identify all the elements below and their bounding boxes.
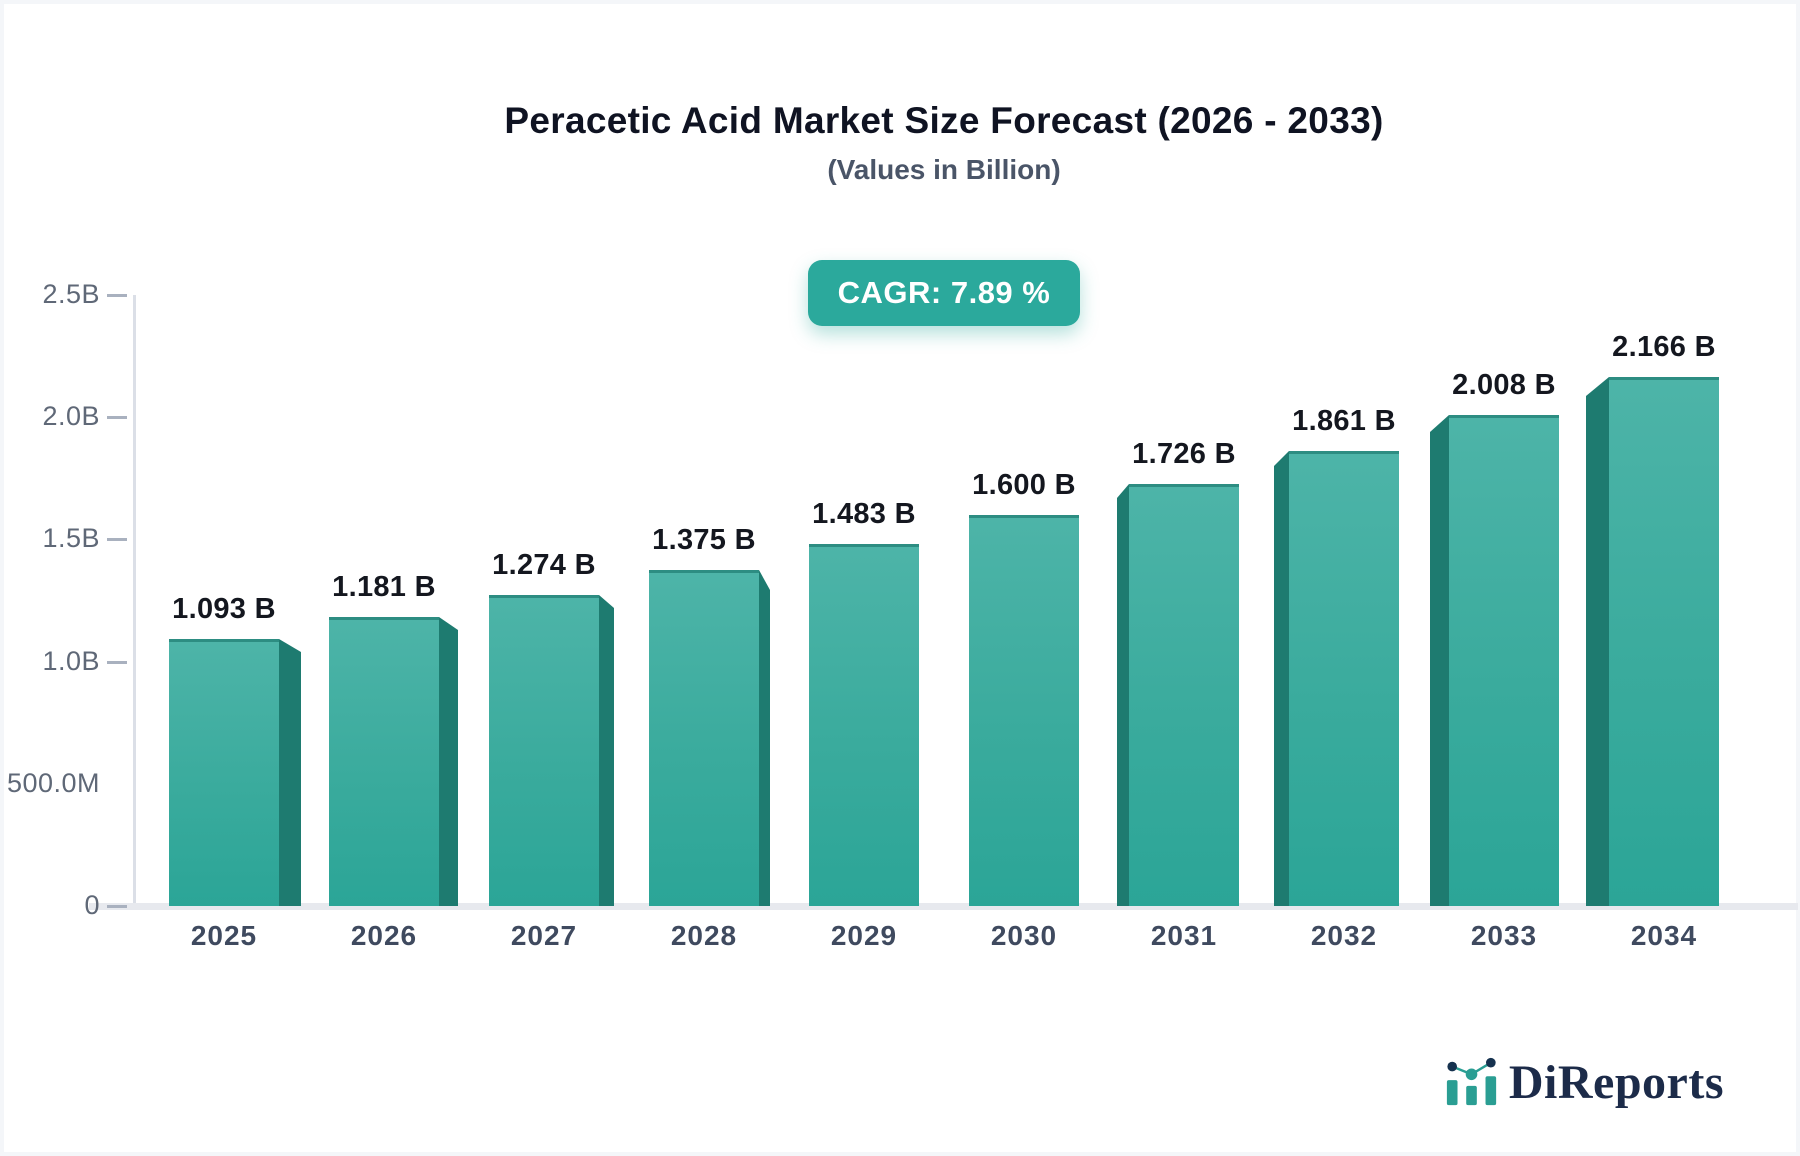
x-axis-label: 2033 bbox=[1470, 920, 1538, 951]
y-axis-tick-label: 0 bbox=[84, 890, 100, 920]
chart-card: Peracetic Acid Market Size Forecast (202… bbox=[4, 4, 1798, 1152]
y-axis-line bbox=[133, 295, 136, 906]
bar-value-label: 1.093 B bbox=[172, 593, 276, 625]
bar-2030 bbox=[969, 515, 1079, 906]
chart-title: Peracetic Acid Market Size Forecast (202… bbox=[504, 100, 1384, 141]
y-axis-tick-mark bbox=[107, 294, 127, 297]
y-axis-tick-label: 2.5B bbox=[42, 279, 100, 309]
cagr-badge: CAGR: 7.89 % bbox=[807, 260, 1081, 326]
bar-2029 bbox=[809, 544, 919, 906]
x-axis-label: 2030 bbox=[990, 920, 1058, 951]
bar-side-2031 bbox=[1117, 484, 1129, 906]
x-axis-label: 2026 bbox=[350, 920, 418, 951]
bar-2028 bbox=[649, 570, 759, 906]
bar-value-label: 1.181 B bbox=[332, 571, 436, 603]
bar-side-2028 bbox=[759, 570, 770, 906]
bar-side-2034 bbox=[1586, 377, 1609, 906]
x-axis-label: 2034 bbox=[1630, 920, 1698, 951]
direports-logo-icon bbox=[1446, 1057, 1496, 1106]
x-axis-label: 2032 bbox=[1310, 920, 1378, 951]
direports-logo: DiReports bbox=[1443, 1054, 1724, 1110]
bar-2025 bbox=[169, 639, 279, 906]
y-axis-tick-label: 1.0B bbox=[42, 645, 100, 676]
bar-value-label: 1.375 B bbox=[652, 524, 756, 556]
bar-value-label: 2.166 B bbox=[1612, 331, 1716, 363]
bar-2027 bbox=[489, 595, 599, 906]
y-axis-tick-label: 500.0M bbox=[6, 767, 100, 798]
bar-2033 bbox=[1449, 415, 1559, 906]
bar-side-2033 bbox=[1430, 415, 1449, 906]
x-axis-label: 2031 bbox=[1150, 920, 1218, 951]
cagr-badge-row: CAGR: 7.89 % bbox=[144, 260, 1744, 326]
y-axis-tick-label: 2.0B bbox=[42, 401, 100, 432]
x-axis-label: 2025 bbox=[190, 920, 258, 951]
x-axis-label: 2027 bbox=[510, 920, 578, 951]
bar-side-2025 bbox=[279, 639, 301, 906]
bar-value-label: 1.861 B bbox=[1292, 405, 1396, 437]
bar-value-label: 1.600 B bbox=[972, 469, 1076, 501]
y-axis-tick-mark bbox=[107, 538, 127, 542]
bar-2032 bbox=[1289, 451, 1399, 906]
bar-2026 bbox=[329, 617, 439, 906]
bar-value-label: 1.274 B bbox=[492, 549, 596, 581]
bar-value-label: 1.726 B bbox=[1132, 438, 1236, 470]
bar-value-label: 2.008 B bbox=[1452, 369, 1556, 401]
bar-side-2027 bbox=[599, 595, 614, 906]
bar-side-2032 bbox=[1274, 451, 1289, 906]
x-axis-baseline bbox=[89, 903, 1798, 910]
y-axis-tick-mark bbox=[107, 905, 127, 908]
direports-logo-text: DiReports bbox=[1508, 1055, 1724, 1109]
y-axis-tick-mark bbox=[107, 416, 127, 420]
x-axis-label: 2028 bbox=[670, 920, 738, 951]
bar-side-2026 bbox=[439, 617, 458, 906]
y-axis-tick-label: 1.5B bbox=[42, 523, 100, 554]
y-axis-tick-mark bbox=[107, 660, 127, 664]
chart-subtitle: (Values in Billion) bbox=[827, 154, 1061, 185]
bar-2034 bbox=[1609, 377, 1719, 906]
x-axis-label: 2029 bbox=[830, 920, 898, 951]
bar-value-label: 1.483 B bbox=[812, 498, 916, 530]
bar-2031 bbox=[1129, 484, 1239, 906]
